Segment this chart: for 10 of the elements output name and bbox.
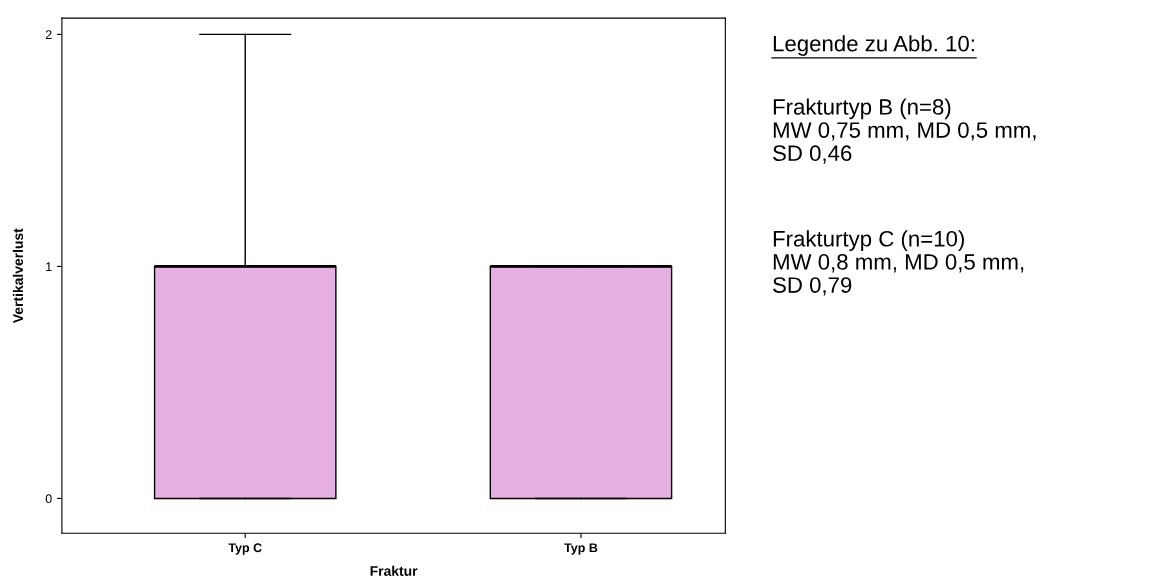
y-axis-title: Vertikalverlust [12,228,24,324]
text: Frakturtyp B (n=8) MW 0,75 mm, MD 0,5 mm, SD 0,46 [773,98,1036,164]
text: Frakturtyp C (n=10) MW 0,8 mm, MD 0,5 mm, SD 0,79 [773,230,1024,296]
text: Legende zu Abb. 10: [773,35,974,56]
y-tick-label: 1 [46,262,52,271]
x-tick-label: Typ C [228,543,262,555]
y-tick-label: 2 [45,30,52,39]
x-axis-title: Fraktur [370,565,418,576]
x-tick-label: Typ B [564,543,598,555]
y-tick-label: 0 [45,494,52,504]
